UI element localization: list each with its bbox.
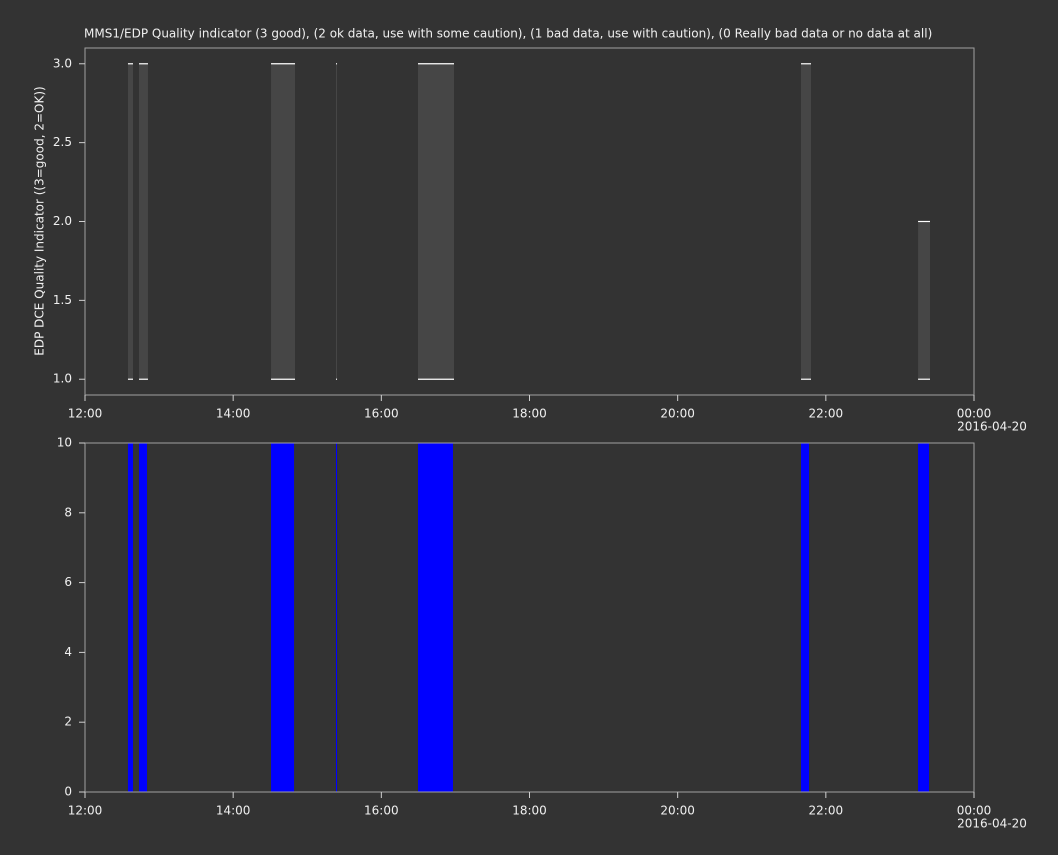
quality-range bbox=[127, 63, 134, 380]
x-tick-label: 20:00 bbox=[660, 407, 695, 421]
bar bbox=[801, 443, 810, 792]
x-tick-label: 00:00 bbox=[957, 804, 992, 818]
y-tick-label: 10 bbox=[57, 436, 72, 450]
bar bbox=[127, 443, 134, 792]
quality-range bbox=[418, 63, 455, 380]
x-tick-date: 2016-04-20 bbox=[957, 420, 1027, 434]
x-tick-label: 18:00 bbox=[512, 407, 547, 421]
x-tick-label: 12:00 bbox=[68, 804, 103, 818]
y-tick-label: 0 bbox=[64, 785, 72, 799]
x-tick-label: 00:00 bbox=[957, 407, 992, 421]
x-tick-label: 22:00 bbox=[809, 407, 844, 421]
bar bbox=[271, 443, 295, 792]
x-tick-label: 20:00 bbox=[660, 804, 695, 818]
quality-range bbox=[271, 63, 296, 380]
x-tick-date: 2016-04-20 bbox=[957, 817, 1027, 831]
y-tick-label: 6 bbox=[64, 575, 72, 589]
y-tick-label: 2 bbox=[64, 715, 72, 729]
bar bbox=[335, 443, 338, 792]
x-tick-label: 12:00 bbox=[68, 407, 103, 421]
quality-range bbox=[801, 63, 812, 380]
x-tick-label: 14:00 bbox=[216, 804, 251, 818]
y-tick-label: 1.5 bbox=[53, 293, 72, 307]
y-tick-label: 8 bbox=[64, 505, 72, 519]
y-tick-label: 1.0 bbox=[53, 372, 72, 386]
x-tick-label: 14:00 bbox=[216, 407, 251, 421]
x-tick-label: 22:00 bbox=[809, 804, 844, 818]
bar bbox=[139, 443, 148, 792]
chart-title: MMS1/EDP Quality indicator (3 good), (2 … bbox=[84, 27, 932, 41]
bar bbox=[418, 443, 453, 792]
y-tick-label: 2.0 bbox=[53, 214, 72, 228]
y-tick-label: 2.5 bbox=[53, 135, 72, 149]
plot-frame bbox=[84, 442, 975, 793]
y-tick-label: 3.0 bbox=[53, 56, 72, 70]
x-tick-label: 18:00 bbox=[512, 804, 547, 818]
quality-range bbox=[139, 63, 148, 380]
quality-range bbox=[335, 63, 338, 380]
quality-range bbox=[918, 221, 930, 380]
bar bbox=[918, 443, 930, 792]
plot-frame bbox=[84, 47, 975, 396]
y-tick-label: 4 bbox=[64, 645, 72, 659]
x-tick-label: 16:00 bbox=[364, 804, 399, 818]
x-tick-label: 16:00 bbox=[364, 407, 399, 421]
y-axis-label: EDP DCE Quality Indicator ((3=good, 2=OK… bbox=[33, 86, 47, 355]
